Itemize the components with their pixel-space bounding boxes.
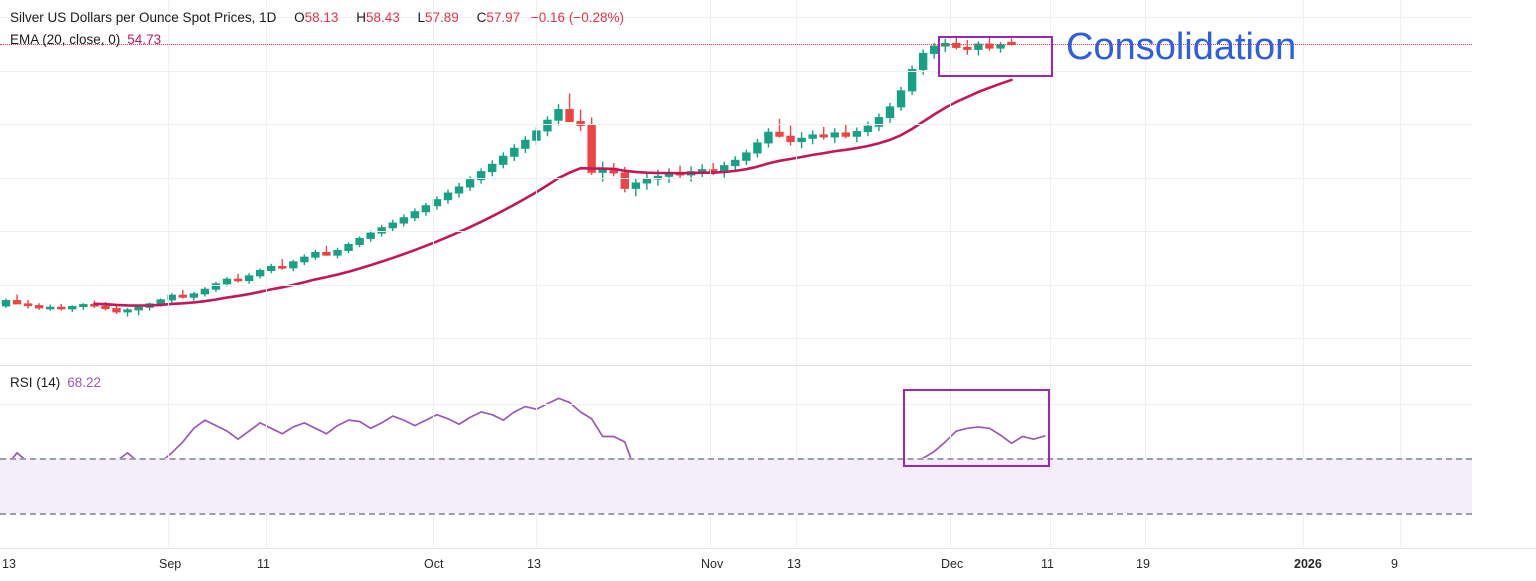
price-change: −0.16 (−0.28%) xyxy=(530,10,624,25)
time-axis-tick: 19 xyxy=(1136,557,1150,571)
time-axis-tick: Sep xyxy=(159,557,182,571)
rsi-value: 68.22 xyxy=(67,375,102,390)
time-axis-tick: 13 xyxy=(787,557,801,571)
ohlc-close-label: C xyxy=(476,10,487,25)
gridline-vertical xyxy=(950,0,951,548)
panel-separator xyxy=(0,365,1472,366)
ema-value: 54.73 xyxy=(127,32,162,47)
chart-legend-price: Silver US Dollars per Ounce Spot Prices,… xyxy=(10,8,624,28)
gridline-horizontal xyxy=(0,71,1472,72)
ohlc-high-value: 58.43 xyxy=(365,10,400,25)
gridline-vertical xyxy=(710,0,711,548)
gridline-vertical xyxy=(168,0,169,548)
time-axis-tick: 11 xyxy=(1041,557,1054,571)
rsi-band xyxy=(0,458,1472,513)
gridline-vertical xyxy=(433,0,434,548)
ohlc-low-value: 57.89 xyxy=(425,10,459,25)
rsi-level-line xyxy=(0,458,1472,461)
gridline-vertical xyxy=(1303,0,1304,548)
ema-line xyxy=(93,78,1013,307)
chart-plot-area[interactable]: Consolidation xyxy=(0,0,1472,548)
ohlc-close-value: 57.97 xyxy=(486,10,521,25)
gridline-horizontal xyxy=(0,404,1472,405)
rsi-label: RSI (14) xyxy=(10,375,61,390)
annotation-consolidation[interactable]: Consolidation xyxy=(1066,26,1297,68)
ohlc-open-label: O xyxy=(294,10,305,25)
chart-legend-ema[interactable]: EMA (20, close, 0) 54.73 xyxy=(10,30,161,50)
gridline-horizontal xyxy=(0,285,1472,286)
ema-label: EMA (20, close, 0) xyxy=(10,32,121,47)
time-axis-tick: 13 xyxy=(2,557,16,571)
time-axis-tick: 9 xyxy=(1391,557,1398,571)
rsi-level-line xyxy=(0,512,1472,515)
ohlc-high-label: H xyxy=(356,10,366,25)
gridline-horizontal xyxy=(0,338,1472,339)
time-axis-tick: Dec xyxy=(941,557,964,571)
gridline-horizontal xyxy=(0,17,1472,18)
gridline-vertical xyxy=(536,0,537,548)
gridline-vertical xyxy=(1400,0,1401,548)
ohlc-open-value: 58.13 xyxy=(304,10,339,25)
time-axis-tick: 11 xyxy=(257,557,270,571)
last-price-line xyxy=(0,44,1472,46)
series-layer xyxy=(1,36,1046,490)
symbol-title[interactable]: Silver US Dollars per Ounce Spot Prices,… xyxy=(10,10,277,25)
ohlc-low-label: L xyxy=(417,10,426,25)
time-axis[interactable]: 13 Sep 11 Oct 13 Nov 13 Dec 11 19 2026 9 xyxy=(0,548,1536,581)
gridline-vertical xyxy=(1050,0,1051,548)
gridline-horizontal xyxy=(0,124,1472,125)
consolidation-box-price[interactable] xyxy=(938,36,1053,77)
candlestick-series xyxy=(1,36,1016,317)
time-axis-tick: 2026 xyxy=(1294,557,1322,571)
consolidation-box-rsi[interactable] xyxy=(903,389,1050,467)
time-axis-tick: 13 xyxy=(527,557,541,571)
gridline-horizontal xyxy=(0,178,1472,179)
price-axis[interactable]: 60.0056.0052.0048.0044.0040.0036.0080.00… xyxy=(1472,0,1536,548)
gridline-vertical xyxy=(266,0,267,548)
gridline-horizontal xyxy=(0,231,1472,232)
chart-legend-rsi[interactable]: RSI (14) 68.22 xyxy=(10,374,101,392)
gridline-vertical xyxy=(1145,0,1146,548)
time-axis-tick: Nov xyxy=(701,557,724,571)
gridline-vertical xyxy=(796,0,797,548)
time-axis-tick: Oct xyxy=(424,557,444,571)
